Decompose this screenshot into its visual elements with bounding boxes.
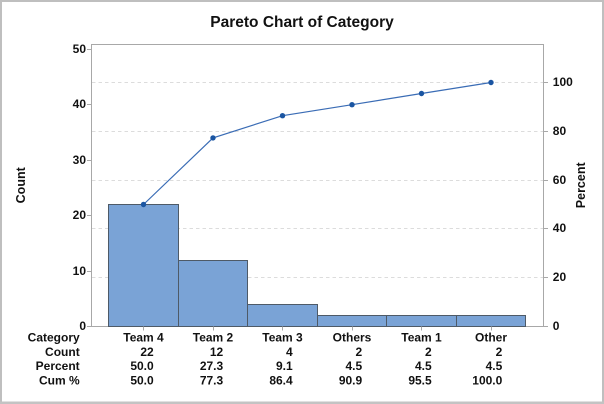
svg-text:Cum %: Cum % <box>39 374 80 388</box>
svg-text:Other: Other <box>475 330 507 344</box>
svg-text:Others: Others <box>333 330 372 344</box>
svg-text:Pareto Chart of Category: Pareto Chart of Category <box>210 14 394 31</box>
svg-text:86.4: 86.4 <box>269 374 293 388</box>
svg-text:50: 50 <box>73 42 87 56</box>
svg-text:Percent: Percent <box>574 162 588 209</box>
svg-text:Team 3: Team 3 <box>262 330 303 344</box>
svg-text:20: 20 <box>73 208 87 222</box>
svg-text:0: 0 <box>79 319 86 333</box>
svg-text:4.5: 4.5 <box>415 359 432 373</box>
svg-text:4.5: 4.5 <box>346 359 363 373</box>
svg-text:20: 20 <box>553 270 567 284</box>
svg-text:77.3: 77.3 <box>200 374 224 388</box>
svg-text:Category: Category <box>28 330 80 344</box>
svg-text:Team 2: Team 2 <box>193 330 234 344</box>
svg-text:50.0: 50.0 <box>130 374 154 388</box>
svg-text:Count: Count <box>14 166 28 203</box>
svg-text:80: 80 <box>553 124 567 138</box>
svg-text:40: 40 <box>73 97 87 111</box>
svg-text:90.9: 90.9 <box>339 374 363 388</box>
svg-text:2: 2 <box>425 345 432 359</box>
svg-text:100: 100 <box>553 75 573 89</box>
svg-text:27.3: 27.3 <box>200 359 224 373</box>
svg-text:22: 22 <box>140 345 154 359</box>
svg-text:60: 60 <box>553 173 567 187</box>
svg-text:Count: Count <box>45 345 80 359</box>
svg-text:2: 2 <box>356 345 363 359</box>
svg-text:0: 0 <box>553 319 560 333</box>
svg-text:Percent: Percent <box>36 359 80 373</box>
svg-text:40: 40 <box>553 221 567 235</box>
svg-text:Team 4: Team 4 <box>123 330 164 344</box>
svg-text:30: 30 <box>73 153 87 167</box>
svg-text:9.1: 9.1 <box>276 359 293 373</box>
svg-text:2: 2 <box>496 345 503 359</box>
svg-text:4: 4 <box>286 345 293 359</box>
svg-text:95.5: 95.5 <box>408 374 432 388</box>
svg-text:12: 12 <box>210 345 224 359</box>
svg-text:100.0: 100.0 <box>472 374 502 388</box>
svg-text:50.0: 50.0 <box>130 359 154 373</box>
svg-text:Team 1: Team 1 <box>401 330 442 344</box>
svg-text:10: 10 <box>73 264 87 278</box>
svg-text:4.5: 4.5 <box>486 359 503 373</box>
